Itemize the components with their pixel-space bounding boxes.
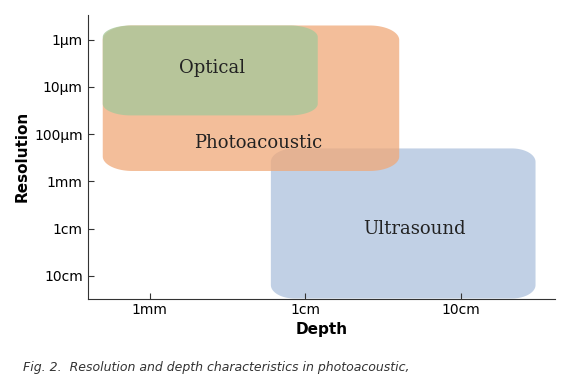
Y-axis label: Resolution: Resolution <box>15 111 30 202</box>
X-axis label: Depth: Depth <box>295 322 347 336</box>
Text: Fig. 2.  Resolution and depth characteristics in photoacoustic,: Fig. 2. Resolution and depth characteris… <box>23 361 409 374</box>
Text: Photoacoustic: Photoacoustic <box>194 133 323 152</box>
Polygon shape <box>103 25 317 115</box>
Polygon shape <box>103 25 399 171</box>
Text: Optical: Optical <box>178 59 245 77</box>
Polygon shape <box>271 149 536 299</box>
Text: Ultrasound: Ultrasound <box>363 220 466 238</box>
